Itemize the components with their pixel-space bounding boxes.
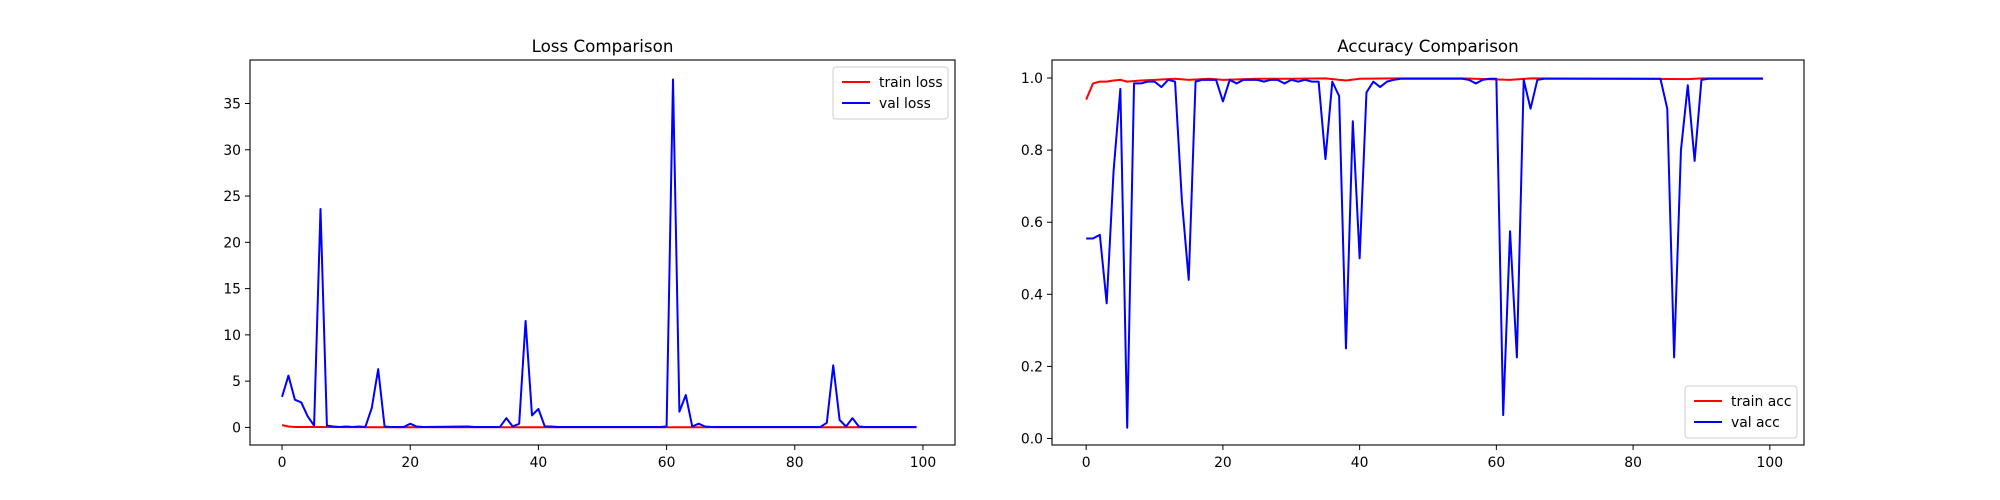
- acc-axes-frame: [1051, 59, 1805, 446]
- acc-legend-box: [1684, 385, 1798, 439]
- acc-legend-label: train acc: [1731, 394, 1792, 410]
- acc-y-tick-label: 0.8: [1021, 143, 1043, 159]
- acc-series-line-val-acc: [1086, 77, 1763, 429]
- acc-y-tick-label: 1.0: [1021, 71, 1043, 87]
- acc-y-tick-label: 0.2: [1021, 359, 1043, 375]
- loss-legend-label: train loss: [879, 75, 943, 91]
- loss-y-tick-label: 5: [232, 374, 241, 390]
- loss-x-tick-label: 0: [278, 455, 287, 471]
- loss-series-line-val-loss: [281, 78, 917, 428]
- loss-legend-box: [832, 66, 949, 120]
- loss-y-tick-label: 0: [232, 420, 241, 436]
- loss-x-tick-label: 80: [786, 455, 804, 471]
- loss-series-line-train-loss: [281, 424, 917, 429]
- loss-legend-label: val loss: [879, 96, 931, 112]
- loss-y-tick-label: 15: [223, 282, 241, 298]
- loss-y-tick-label: 10: [223, 328, 241, 344]
- acc-x-tick-label: 80: [1624, 455, 1642, 471]
- acc-x-tick-label: 100: [1757, 455, 1784, 471]
- loss-x-tick-label: 60: [658, 455, 676, 471]
- acc-chart-title: Accuracy Comparison: [1337, 36, 1518, 56]
- acc-y-tick-label: 0.0: [1021, 432, 1043, 448]
- loss-x-tick-label: 20: [401, 455, 419, 471]
- loss-legend: train loss val loss: [832, 66, 949, 120]
- loss-y-tick-label: 35: [223, 96, 241, 112]
- acc-legend-label: val acc: [1731, 415, 1780, 431]
- loss-y-tick-label: 25: [223, 189, 241, 205]
- accuracy-comparison-chart: 0 20 40 60 80 100 0.0 0.2 0.4 0.6 0.8 1.0 Accuracy C…: [1021, 36, 1805, 471]
- acc-x-tick-label: 20: [1214, 455, 1232, 471]
- loss-y-tick-label: 20: [223, 235, 241, 251]
- loss-x-tick-label: 40: [530, 455, 548, 471]
- loss-chart-title: Loss Comparison: [532, 36, 674, 56]
- acc-y-tick-label: 0.6: [1021, 215, 1043, 231]
- acc-series-line-train-acc: [1085, 77, 1763, 101]
- loss-x-tick-label: 100: [910, 455, 937, 471]
- acc-x-tick-label: 0: [1082, 455, 1091, 471]
- acc-legend: train acc val acc: [1684, 385, 1798, 439]
- loss-y-tick-label: 30: [223, 143, 241, 159]
- acc-y-tick-label: 0.4: [1021, 287, 1043, 303]
- acc-x-tick-label: 60: [1488, 455, 1506, 471]
- loss-comparison-chart: 0 20 40 60 80 100 0 5 10 15 20 25 30 35 Loss Compariso…: [223, 36, 956, 471]
- acc-x-tick-label: 40: [1351, 455, 1369, 471]
- loss-axes-frame: [249, 59, 956, 446]
